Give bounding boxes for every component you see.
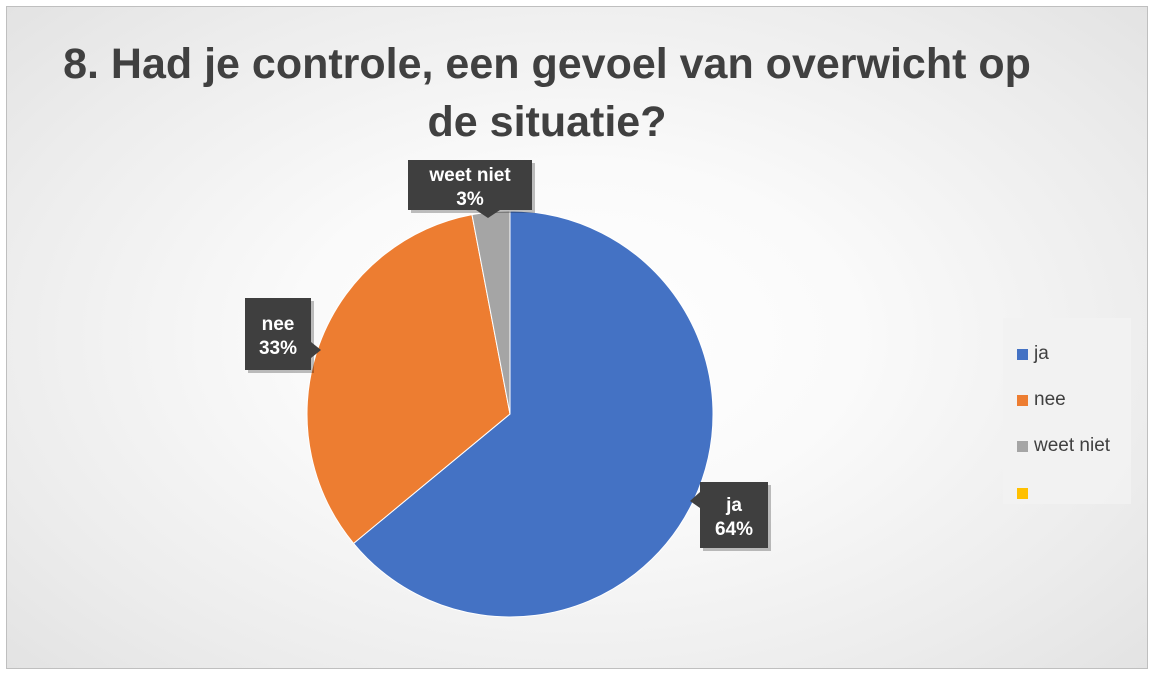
legend-item-ja: ja bbox=[1017, 342, 1049, 366]
data-label-ja: ja 64% bbox=[690, 482, 771, 551]
data-label-value: 33% bbox=[259, 338, 297, 359]
data-label-value: 64% bbox=[715, 519, 753, 540]
legend-item-weet-niet: weet niet bbox=[1017, 434, 1110, 458]
legend-swatch-nee bbox=[1017, 394, 1028, 406]
legend-label-nee: nee bbox=[1034, 389, 1066, 410]
legend-item-nee: nee bbox=[1017, 388, 1066, 412]
data-label-value: 3% bbox=[456, 189, 484, 210]
data-label-category: ja bbox=[725, 495, 742, 516]
chart-title: 8. Had je controle, een gevoel van overw… bbox=[63, 40, 1031, 146]
legend-item-empty bbox=[1017, 481, 1034, 505]
data-label-category: weet niet bbox=[428, 165, 511, 186]
data-label-nee: nee 33% bbox=[245, 298, 321, 373]
data-label-weet-niet: weet niet 3% bbox=[408, 160, 535, 218]
legend-label-ja: ja bbox=[1034, 343, 1049, 364]
legend: ja nee weet niet bbox=[1003, 318, 1131, 504]
legend-swatch-ja bbox=[1017, 348, 1028, 360]
pie-slice-nee bbox=[306, 214, 511, 545]
legend-swatch-empty bbox=[1017, 487, 1028, 499]
legend-label-weet-niet: weet niet bbox=[1034, 435, 1111, 456]
data-label-category: nee bbox=[262, 314, 295, 335]
legend-swatch-weet-niet bbox=[1017, 440, 1028, 452]
